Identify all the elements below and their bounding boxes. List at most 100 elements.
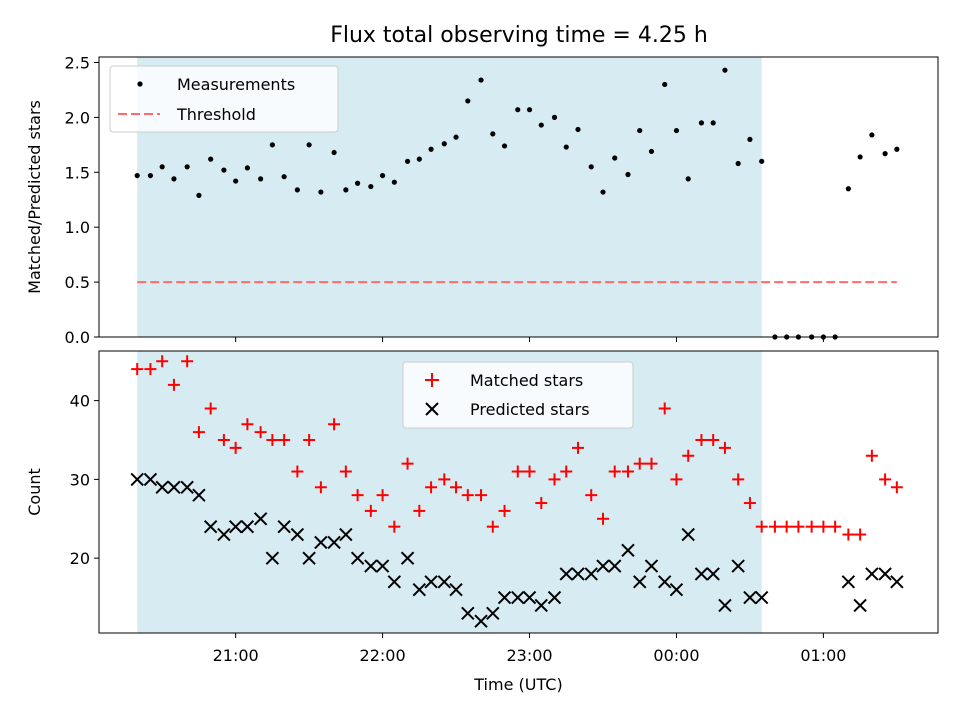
top-y-tick-label: 1.0 xyxy=(65,218,90,237)
predicted-star-marker-b xyxy=(584,567,598,581)
matched-star-marker xyxy=(413,504,426,517)
matched-star-marker xyxy=(229,441,242,454)
matched-star-marker xyxy=(314,481,327,494)
matched-star-marker xyxy=(376,489,389,502)
matched-star-marker xyxy=(278,434,291,447)
top-y-tick-label: 0.5 xyxy=(65,273,90,292)
predicted-star-marker xyxy=(240,519,255,534)
predicted-star-marker xyxy=(461,606,475,621)
predicted-star-marker-b xyxy=(203,519,218,534)
matched-star-marker xyxy=(535,497,548,510)
matched-star-marker xyxy=(241,418,254,431)
predicted-star-marker-b xyxy=(400,551,415,565)
bottom-panel: 20 30 40 21:00 22:00 23:00 00:00 01:00 Count T… xyxy=(25,350,939,694)
predicted-star-marker-b xyxy=(240,519,255,534)
matched-star-marker xyxy=(732,473,745,486)
measurement-point xyxy=(538,122,544,128)
matched-star-marker xyxy=(266,434,279,447)
matched-star-marker xyxy=(865,449,878,462)
predicted-star-marker xyxy=(522,590,537,605)
matched-star-marker xyxy=(682,449,695,462)
matched-star-marker xyxy=(425,481,438,494)
bottom-x-tick-label: 00:00 xyxy=(653,646,699,665)
predicted-star-marker xyxy=(265,551,280,565)
predicted-star-marker xyxy=(681,527,695,542)
predicted-star-marker xyxy=(571,567,585,581)
predicted-star-marker-b xyxy=(350,551,365,565)
predicted-star-marker xyxy=(217,527,231,542)
predicted-star-marker-b xyxy=(497,590,512,605)
bottom-x-tick-label: 22:00 xyxy=(360,646,406,665)
measurement-point xyxy=(869,132,875,138)
matched-star-marker xyxy=(792,520,805,533)
legend-matched-marker xyxy=(425,373,439,387)
measurement-point xyxy=(845,186,851,192)
matched-star-marker xyxy=(303,434,316,447)
predicted-star-marker xyxy=(302,551,316,565)
bottom-y-tick-label: 30 xyxy=(70,470,90,489)
predicted-star-marker-b xyxy=(180,480,194,494)
measurement-point xyxy=(600,189,606,195)
top-legend: Measurements Threshold xyxy=(109,65,339,133)
bottom-legend-box xyxy=(402,361,634,429)
measurement-point xyxy=(404,158,411,164)
predicted-star-marker xyxy=(424,575,438,589)
predicted-star-marker xyxy=(878,567,892,581)
predicted-star-marker-b xyxy=(621,543,635,557)
matched-star-marker xyxy=(805,520,818,533)
predicted-star-marker-b xyxy=(375,559,390,573)
predicted-star-marker-b xyxy=(486,606,500,621)
matched-star-marker xyxy=(768,520,781,533)
predicted-star-marker-b xyxy=(302,551,316,565)
measurement-point xyxy=(501,143,508,149)
matched-star-marker xyxy=(131,363,144,376)
matched-star-marker xyxy=(780,520,793,533)
predicted-star-marker-b xyxy=(534,598,548,613)
matched-star-marker xyxy=(364,504,377,517)
predicted-star-marker xyxy=(143,472,158,487)
predicted-star-marker-b xyxy=(449,582,463,597)
matched-star-marker xyxy=(596,512,609,525)
legend-threshold-label: Threshold xyxy=(176,105,256,124)
predicted-star-marker xyxy=(130,472,144,487)
matched-star-marker xyxy=(890,481,903,494)
predicted-star-marker-b xyxy=(327,535,341,550)
measurement-point xyxy=(368,183,374,190)
predicted-star-marker-b xyxy=(890,575,904,589)
predicted-star-marker-b xyxy=(228,519,243,534)
predicted-star-marker xyxy=(706,567,720,581)
measurement-point xyxy=(355,180,361,186)
measurement-point xyxy=(379,172,386,179)
predicted-star-marker xyxy=(596,559,610,573)
predicted-star-marker-b xyxy=(437,575,452,589)
predicted-star-marker xyxy=(412,582,427,597)
predicted-star-marker-b xyxy=(461,606,475,621)
legend-predicted-label: Predicted stars xyxy=(470,400,590,419)
matched-star-marker xyxy=(388,520,401,533)
top-y-axis-label: Matched/Predicted stars xyxy=(25,100,44,294)
predicted-star-marker-b xyxy=(143,472,158,487)
measurement-point xyxy=(208,156,214,162)
predicted-star-marker xyxy=(203,519,218,534)
measurement-point xyxy=(710,120,716,126)
bottom-x-ticks: 21:00 22:00 23:00 00:00 01:00 xyxy=(213,633,846,665)
matched-star-marker xyxy=(181,355,194,368)
matched-star-marker xyxy=(217,434,230,447)
predicted-star-marker-b xyxy=(559,567,573,581)
top-y-tick-label: 2.0 xyxy=(65,108,90,127)
predicted-star-marker xyxy=(865,567,879,581)
predicted-star-marker xyxy=(449,582,463,597)
predicted-star-marker-b xyxy=(167,480,181,494)
measurement-point xyxy=(478,77,484,83)
bottom-x-tick-label: 01:00 xyxy=(800,646,846,665)
predicted-star-marker xyxy=(155,480,169,494)
matched-star-marker xyxy=(645,457,658,470)
measurement-point xyxy=(428,146,434,152)
predicted-star-marker-b xyxy=(669,582,684,597)
matched-star-marker xyxy=(608,465,621,478)
matched-star-marker xyxy=(621,465,634,478)
predicted-star-marker xyxy=(486,606,500,621)
matched-star-marker xyxy=(144,363,157,376)
predicted-star-marker xyxy=(290,527,305,542)
